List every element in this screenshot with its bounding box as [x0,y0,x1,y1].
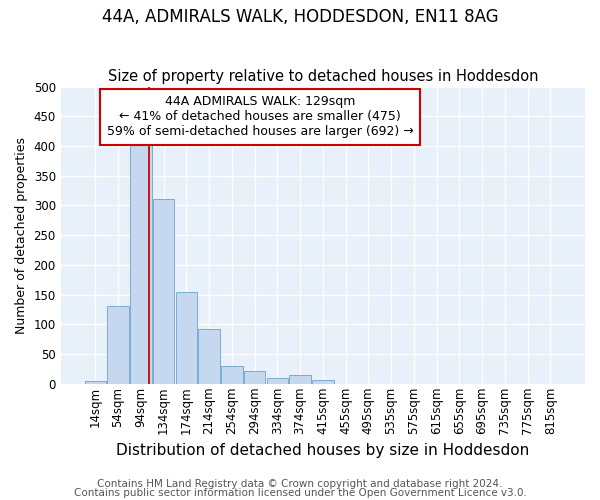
Bar [221,366,242,384]
Title: Size of property relative to detached houses in Hoddesdon: Size of property relative to detached ho… [107,69,538,84]
Bar [312,380,334,384]
Text: 44A ADMIRALS WALK: 129sqm
← 41% of detached houses are smaller (475)
59% of semi: 44A ADMIRALS WALK: 129sqm ← 41% of detac… [107,96,413,138]
Text: Contains public sector information licensed under the Open Government Licence v3: Contains public sector information licen… [74,488,526,498]
Bar [289,376,311,384]
Bar [266,378,288,384]
Bar [176,292,197,384]
Bar [244,370,265,384]
Bar [198,329,220,384]
Bar [130,143,152,384]
Y-axis label: Number of detached properties: Number of detached properties [15,136,28,334]
Bar [85,381,106,384]
Bar [153,200,175,384]
Bar [107,306,129,384]
Text: Contains HM Land Registry data © Crown copyright and database right 2024.: Contains HM Land Registry data © Crown c… [97,479,503,489]
Text: 44A, ADMIRALS WALK, HODDESDON, EN11 8AG: 44A, ADMIRALS WALK, HODDESDON, EN11 8AG [101,8,499,26]
X-axis label: Distribution of detached houses by size in Hoddesdon: Distribution of detached houses by size … [116,442,529,458]
